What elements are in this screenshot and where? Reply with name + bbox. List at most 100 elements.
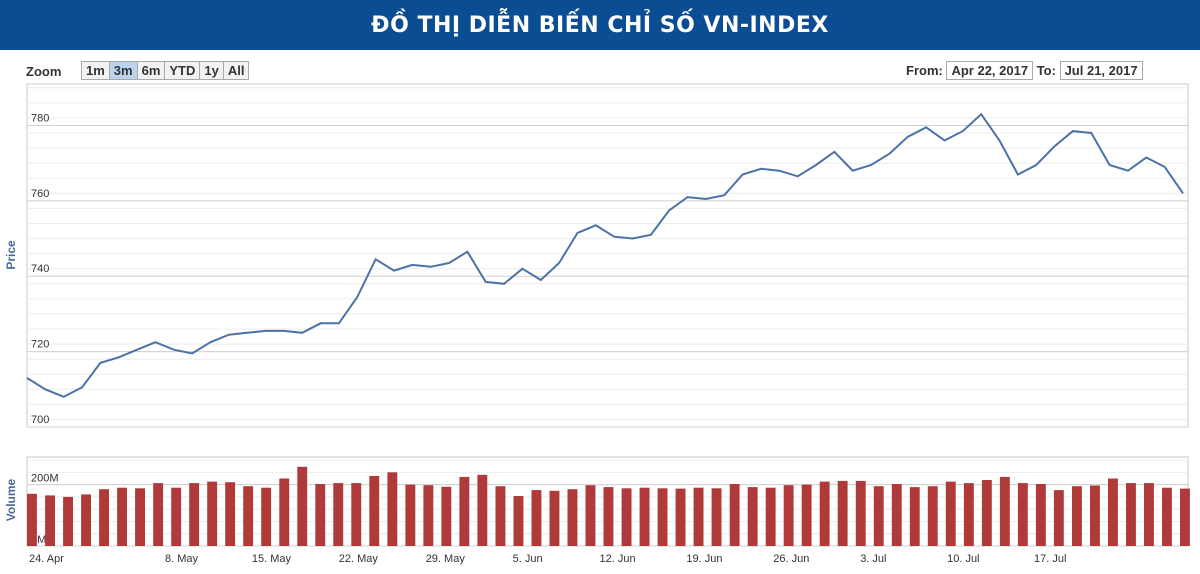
volume-bar bbox=[819, 481, 830, 546]
volume-bar bbox=[117, 487, 127, 546]
volume-bar bbox=[1053, 490, 1064, 546]
to-label: To: bbox=[1036, 63, 1056, 78]
from-label: From: bbox=[906, 63, 943, 78]
x-tick-label: 3. Jul bbox=[860, 553, 886, 565]
volume-bar bbox=[585, 485, 596, 546]
volume-bar bbox=[477, 474, 488, 546]
volume-bar bbox=[1180, 488, 1190, 546]
volume-bar bbox=[387, 472, 398, 546]
price-series-line bbox=[26, 112, 1184, 398]
from-date-input[interactable]: Apr 22, 2017 bbox=[946, 61, 1034, 80]
volume-bar bbox=[909, 487, 920, 546]
volume-bar bbox=[855, 480, 866, 546]
volume-bar bbox=[711, 488, 722, 546]
volume-bar bbox=[441, 486, 452, 546]
volume-bar bbox=[297, 466, 308, 546]
volume-bar bbox=[621, 488, 632, 546]
volume-bar bbox=[243, 486, 254, 546]
volume-bar bbox=[549, 490, 560, 546]
to-date-input[interactable]: Jul 21, 2017 bbox=[1059, 61, 1143, 80]
price-plot-frame bbox=[26, 83, 1189, 428]
volume-bar bbox=[1126, 483, 1136, 546]
x-tick-label: 12. Jun bbox=[600, 553, 636, 565]
x-tick-label: 19. Jun bbox=[686, 553, 722, 565]
volume-bar bbox=[531, 490, 542, 546]
zoom-label: Zoom bbox=[26, 64, 62, 79]
volume-bar bbox=[423, 485, 434, 546]
price-tick-label: 740 bbox=[31, 263, 49, 275]
x-tick-label: 8. May bbox=[165, 553, 199, 565]
x-axis: 24. Apr 8. May 15. May 22. May 29. May 5. Jun… bbox=[29, 553, 1066, 565]
zoom-all-button[interactable]: All bbox=[222, 61, 250, 80]
volume-bar bbox=[81, 494, 91, 546]
volume-bar bbox=[1072, 486, 1082, 546]
volume-bar bbox=[189, 483, 200, 546]
volume-tick-label: 200M bbox=[31, 473, 59, 485]
volume-bar bbox=[693, 487, 704, 546]
volume-bar bbox=[513, 496, 524, 546]
volume-bar bbox=[837, 480, 848, 546]
volume-bar bbox=[351, 483, 362, 546]
volume-bar bbox=[765, 487, 776, 546]
date-range: From: Apr 22, 2017 To: Jul 21, 2017 bbox=[906, 61, 1143, 80]
x-tick-label: 24. Apr bbox=[29, 553, 64, 565]
volume-bar bbox=[675, 488, 686, 546]
volume-bar bbox=[315, 484, 326, 546]
price-axis-title: Price bbox=[4, 240, 18, 270]
header-banner: ĐỒ THỊ DIỄN BIẾN CHỈ SỐ VN-INDEX bbox=[0, 0, 1200, 50]
volume-bar bbox=[747, 487, 758, 546]
volume-bars bbox=[27, 466, 1190, 546]
zoom-1y-button[interactable]: 1y bbox=[199, 61, 224, 80]
volume-bar bbox=[981, 480, 992, 546]
zoom-ytd-button[interactable]: YTD bbox=[164, 61, 201, 80]
volume-bar bbox=[657, 488, 668, 546]
volume-bar bbox=[801, 484, 812, 546]
x-tick-label: 5. Jun bbox=[513, 553, 543, 565]
volume-bar bbox=[99, 489, 109, 546]
volume-bar bbox=[135, 488, 145, 546]
volume-bar bbox=[729, 484, 740, 546]
price-y-axis: 700 720 740 760 780 bbox=[31, 112, 49, 426]
volume-bar bbox=[1090, 485, 1100, 546]
volume-bar bbox=[1017, 483, 1028, 546]
zoom-3m-button[interactable]: 3m bbox=[108, 61, 138, 80]
volume-bar bbox=[1108, 478, 1118, 546]
volume-bar bbox=[369, 476, 380, 546]
x-tick-label: 29. May bbox=[426, 553, 466, 565]
price-tick-label: 720 bbox=[31, 339, 49, 351]
volume-bar bbox=[891, 484, 902, 546]
volume-bar bbox=[225, 482, 236, 546]
volume-bar bbox=[279, 478, 290, 546]
volume-bar bbox=[963, 483, 974, 546]
volume-axis-title: Volume bbox=[4, 478, 18, 521]
volume-bar bbox=[207, 481, 218, 546]
zoom-button-group: 1m 3m 6m YTD 1y All bbox=[81, 61, 250, 80]
volume-bar bbox=[261, 487, 272, 546]
volume-bar bbox=[603, 487, 614, 546]
volume-bar bbox=[63, 496, 73, 546]
x-tick-label: 22. May bbox=[339, 553, 379, 565]
zoom-6m-button[interactable]: 6m bbox=[136, 61, 166, 80]
volume-bar bbox=[171, 487, 182, 546]
volume-bar bbox=[27, 493, 37, 546]
price-tick-label: 700 bbox=[31, 414, 49, 426]
volume-bar bbox=[495, 486, 506, 546]
volume-bar bbox=[945, 481, 956, 546]
price-tick-label: 780 bbox=[31, 112, 49, 124]
x-tick-label: 15. May bbox=[252, 553, 292, 565]
x-tick-label: 17. Jul bbox=[1034, 553, 1066, 565]
x-tick-label: 10. Jul bbox=[947, 553, 979, 565]
volume-bar bbox=[153, 483, 164, 546]
volume-bar bbox=[567, 489, 578, 546]
volume-bar bbox=[45, 495, 55, 546]
volume-bar bbox=[333, 483, 344, 546]
volume-bar bbox=[1035, 484, 1046, 546]
volume-bar bbox=[873, 486, 884, 546]
volume-bar bbox=[1162, 487, 1172, 546]
price-grid bbox=[26, 83, 1189, 428]
volume-bar bbox=[639, 487, 650, 546]
volume-bar bbox=[927, 486, 938, 546]
volume-bar bbox=[1144, 483, 1154, 546]
volume-bar bbox=[405, 484, 416, 546]
